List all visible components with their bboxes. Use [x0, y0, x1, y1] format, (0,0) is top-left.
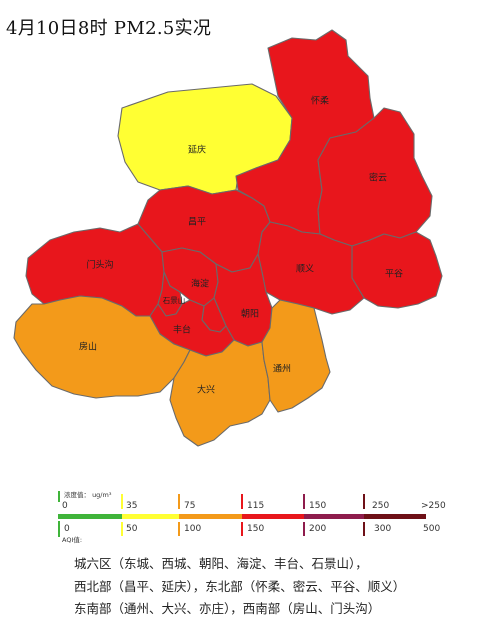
- conc-tick-115: [241, 494, 243, 509]
- scale-segment-light: [179, 514, 242, 519]
- conc-tick-35: [121, 494, 123, 509]
- note-line: 城六区（东城、西城、朝阳、海淀、丰台、石景山），: [74, 556, 368, 571]
- aqi-label: 300: [374, 524, 391, 534]
- note-line: 东南部（通州、大兴、亦庄），西南部（房山、门头沟）: [74, 601, 381, 616]
- label-chaoyang: 朝阳: [241, 309, 259, 320]
- conc-label: 75: [184, 501, 195, 511]
- aqi-tick-labels: 0 50 100 150 200 300 500: [64, 524, 440, 534]
- aqi-tick-300: [363, 522, 365, 536]
- aqi-tick-0: [58, 521, 60, 537]
- district-daxing[interactable]: [169, 339, 271, 447]
- map-title: 4月10日8时 PM2.5实况: [6, 18, 212, 39]
- aqi-tick-100: [178, 522, 180, 536]
- district-labels: 怀柔 延庆 密云 昌平 顺义 平谷 门头沟 海淀 石景山 朝阳 丰台 房山 大兴…: [79, 95, 403, 396]
- aqi-label: 50: [126, 524, 138, 534]
- aqi-label: 500: [423, 524, 440, 534]
- conc-tick-75: [178, 494, 180, 509]
- district-pinggu[interactable]: [351, 231, 443, 309]
- label-yanqing: 延庆: [188, 144, 206, 156]
- scale-segment-severe: [364, 514, 426, 519]
- color-scale-bar: [58, 514, 426, 519]
- conc-label: 35: [126, 501, 137, 511]
- concentration-tick-labels: 0 35 75 115 150 250 >250: [62, 501, 446, 511]
- aqi-tick-150: [241, 522, 243, 536]
- conc-label: >250: [421, 501, 446, 511]
- aqi-tick-50: [121, 522, 123, 536]
- scale-segment-heavy: [304, 514, 364, 519]
- aqi-label: 100: [184, 524, 201, 534]
- concentration-ticks: [58, 491, 365, 509]
- label-pinggu: 平谷: [385, 269, 403, 280]
- label-fengtai: 丰台: [173, 324, 191, 336]
- label-fangshan: 房山: [79, 341, 97, 353]
- label-huairou: 怀柔: [311, 95, 329, 107]
- scale-segment-good: [58, 514, 122, 519]
- aqi-caption: AQI值:: [62, 535, 82, 544]
- note-line: 西北部（昌平、延庆），东北部（怀柔、密云、平谷、顺义）: [74, 578, 406, 594]
- conc-label: 250: [372, 501, 389, 511]
- label-haidian: 海淀: [191, 278, 209, 290]
- aqi-label: 0: [64, 524, 70, 534]
- conc-label: 0: [62, 501, 68, 511]
- conc-tick-150: [303, 494, 305, 509]
- concentration-caption: 浓度值： ug/m³: [64, 490, 112, 499]
- label-changping: 昌平: [188, 217, 206, 228]
- aqi-ticks: [58, 521, 365, 537]
- region-notes: 城六区（东城、西城、朝阳、海淀、丰台、石景山）， 西北部（昌平、延庆），东北部（…: [74, 553, 405, 621]
- aqi-label: 150: [247, 524, 264, 534]
- label-daxing: 大兴: [197, 384, 215, 396]
- conc-label: 150: [309, 501, 326, 511]
- conc-tick-250: [363, 494, 365, 509]
- label-shunyi: 顺义: [296, 264, 314, 275]
- aqi-label: 200: [309, 524, 326, 534]
- scale-segment-medium: [242, 514, 304, 519]
- label-miyun: 密云: [369, 172, 387, 184]
- beijing-district-map: 怀柔 延庆 密云 昌平 顺义 平谷 门头沟 海淀 石景山 朝阳 丰台 房山 大兴…: [13, 29, 443, 447]
- conc-tick-0: [58, 491, 60, 502]
- label-shijingshan: 石景山: [163, 295, 186, 305]
- label-tongzhou: 通州: [273, 364, 291, 375]
- label-mentougou: 门头沟: [86, 259, 113, 271]
- district-tongzhou[interactable]: [261, 299, 331, 413]
- aqi-tick-200: [303, 522, 305, 536]
- conc-label: 115: [247, 501, 264, 511]
- scale-segment-moderate: [122, 514, 179, 519]
